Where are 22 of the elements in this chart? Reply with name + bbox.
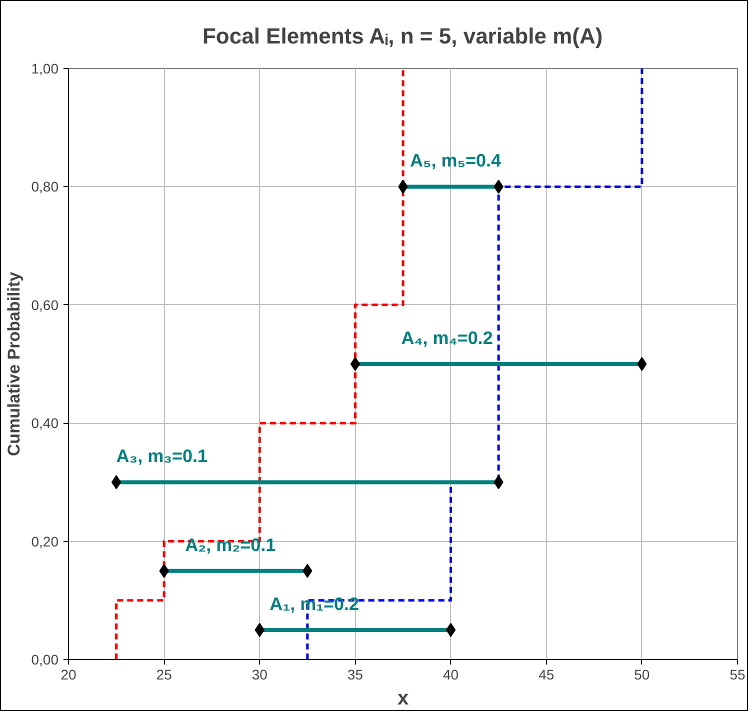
chart-title: Focal Elements Aᵢ, n = 5, variable m(A) [202,24,603,48]
y-tick-label: 1,00 [31,60,59,76]
x-tick-label: 55 [730,666,746,682]
annotation: A₃, m₃=0.1 [116,446,208,466]
y-tick-label: 0,80 [31,178,59,195]
x-tick-label: 45 [538,666,554,682]
x-tick-label: 30 [252,666,268,682]
y-tick-label: 0,20 [31,533,59,550]
x-tick-label: 50 [634,666,650,682]
annotation: A₂, m₂=0.1 [185,534,276,555]
y-tick-label: 0,00 [31,652,59,668]
x-tick-label: 35 [347,666,364,682]
annotation: A₄, m₄=0.2 [401,328,493,348]
y-tick-label: 0,40 [31,415,59,432]
y-tick-label: 0,60 [31,296,59,313]
y-axis-title: Cumulative Probability [4,271,24,456]
annotation: A₁, m₁=0.2 [270,594,360,614]
annotation: A₅, m₅=0.4 [410,150,502,171]
x-tick-label: 25 [156,666,172,682]
x-axis-title: x [397,688,409,710]
x-tick-label: 40 [443,666,459,682]
x-tick-label: 20 [60,666,76,682]
